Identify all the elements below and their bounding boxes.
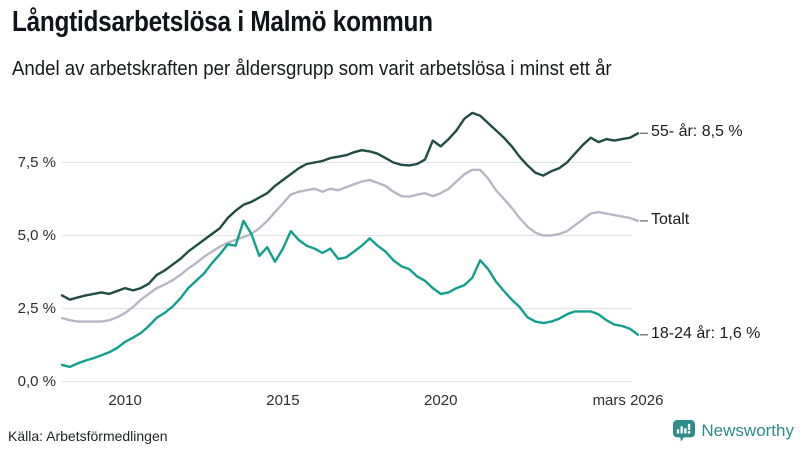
series-label-totalt: Totalt	[651, 210, 690, 228]
y-axis-tick-0: 0,0 %	[17, 372, 56, 390]
y-axis-tick-5: 5,0 %	[17, 226, 56, 244]
source-note: Källa: Arbetsförmedlingen	[8, 428, 168, 444]
series-line-totalt	[60, 168, 640, 323]
y-axis-tick-7-5: 7,5 %	[17, 153, 56, 171]
newsworthy-logo: Newsworthy	[673, 419, 794, 442]
series-label-55-ar: 55- år: 8,5 %	[651, 123, 743, 141]
page-title: Långtidsarbetslösa i Malmö kommun	[12, 6, 433, 38]
newsworthy-icon	[673, 419, 696, 442]
x-axis-tick-2020: 2020	[424, 392, 458, 409]
x-axis-tick-2010: 2010	[108, 392, 142, 409]
x-axis-tick-mars-2026: mars 2026	[592, 392, 664, 409]
y-axis-tick-2-5: 2,5 %	[17, 299, 56, 317]
series-label-18-24-ar: 18-24 år: 1,6 %	[651, 324, 761, 342]
chart-subtitle: Andel av arbetskraften per åldersgrupp s…	[12, 58, 612, 80]
newsworthy-wordmark: Newsworthy	[701, 420, 794, 440]
series-line-55-ar	[60, 111, 640, 301]
x-axis-tick-2015: 2015	[266, 392, 300, 409]
series-line-18-24-ar	[60, 219, 640, 369]
